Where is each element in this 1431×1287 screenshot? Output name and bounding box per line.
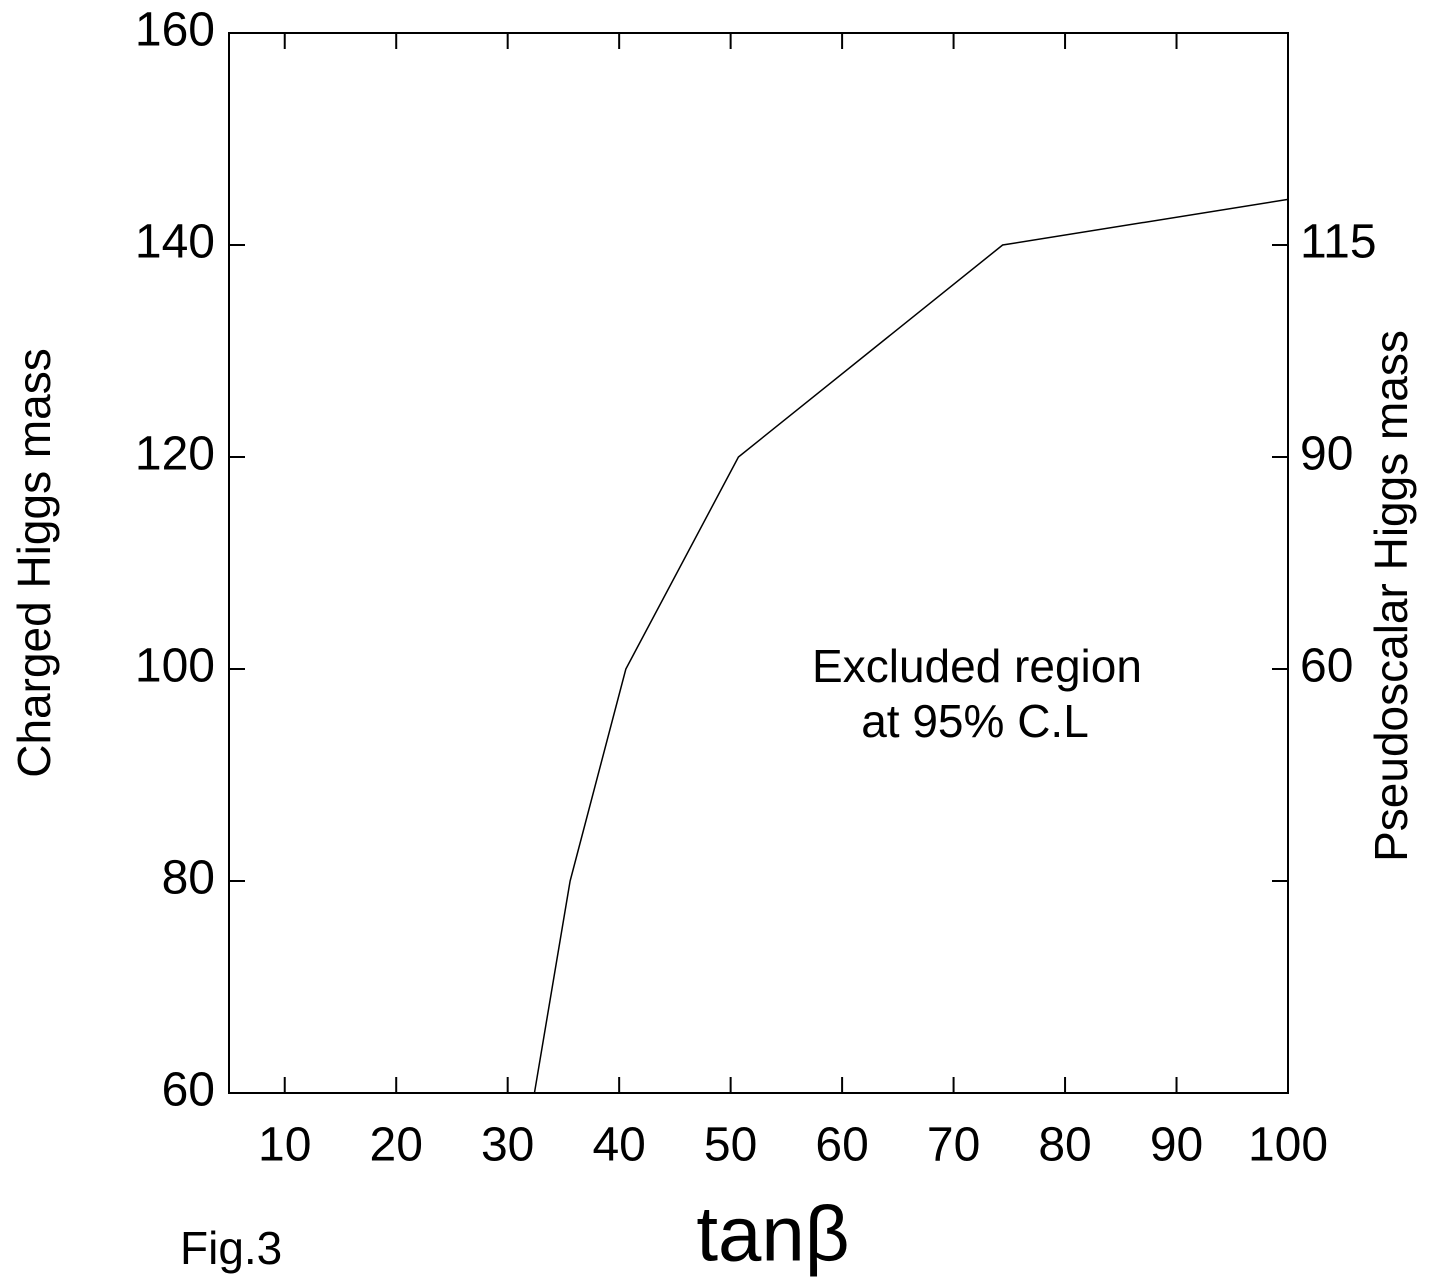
plot-frame: [228, 32, 1289, 1094]
annotation: at 95% C.L: [861, 695, 1089, 747]
y2-axis-label: Pseudoscalar Higgs mass: [1365, 330, 1417, 862]
x-tick-label: 60: [815, 1119, 868, 1172]
x-tick-label: 100: [1248, 1119, 1328, 1172]
x-tick-label: 20: [370, 1119, 423, 1172]
x-axis-label: tanβ: [696, 1190, 849, 1278]
caption: Fig.3: [180, 1222, 282, 1274]
x-tick-label: 80: [1038, 1119, 1091, 1172]
y2-tick-label: 115: [1300, 216, 1377, 269]
x-tick-label: 90: [1150, 1119, 1203, 1172]
x-tick-label: 40: [592, 1119, 645, 1172]
x-tick-label: 30: [481, 1119, 534, 1172]
data-line: [533, 198, 1289, 1094]
y-tick-label: 160: [135, 4, 215, 57]
y-tick-label: 140: [135, 216, 215, 269]
y-tick-label: 80: [162, 852, 215, 905]
y-tick-label: 120: [135, 428, 215, 481]
x-tick-label: 50: [704, 1119, 757, 1172]
y-tick-label: 100: [135, 640, 215, 693]
x-tick-label: 70: [927, 1119, 980, 1172]
y-tick-label: 60: [162, 1064, 215, 1117]
annotation: Excluded region: [812, 640, 1142, 692]
y2-tick-label: 90: [1300, 428, 1353, 481]
x-tick-label: 10: [258, 1119, 311, 1172]
y2-tick-label: 60: [1300, 640, 1353, 693]
y-axis-label: Charged Higgs mass: [8, 348, 60, 778]
